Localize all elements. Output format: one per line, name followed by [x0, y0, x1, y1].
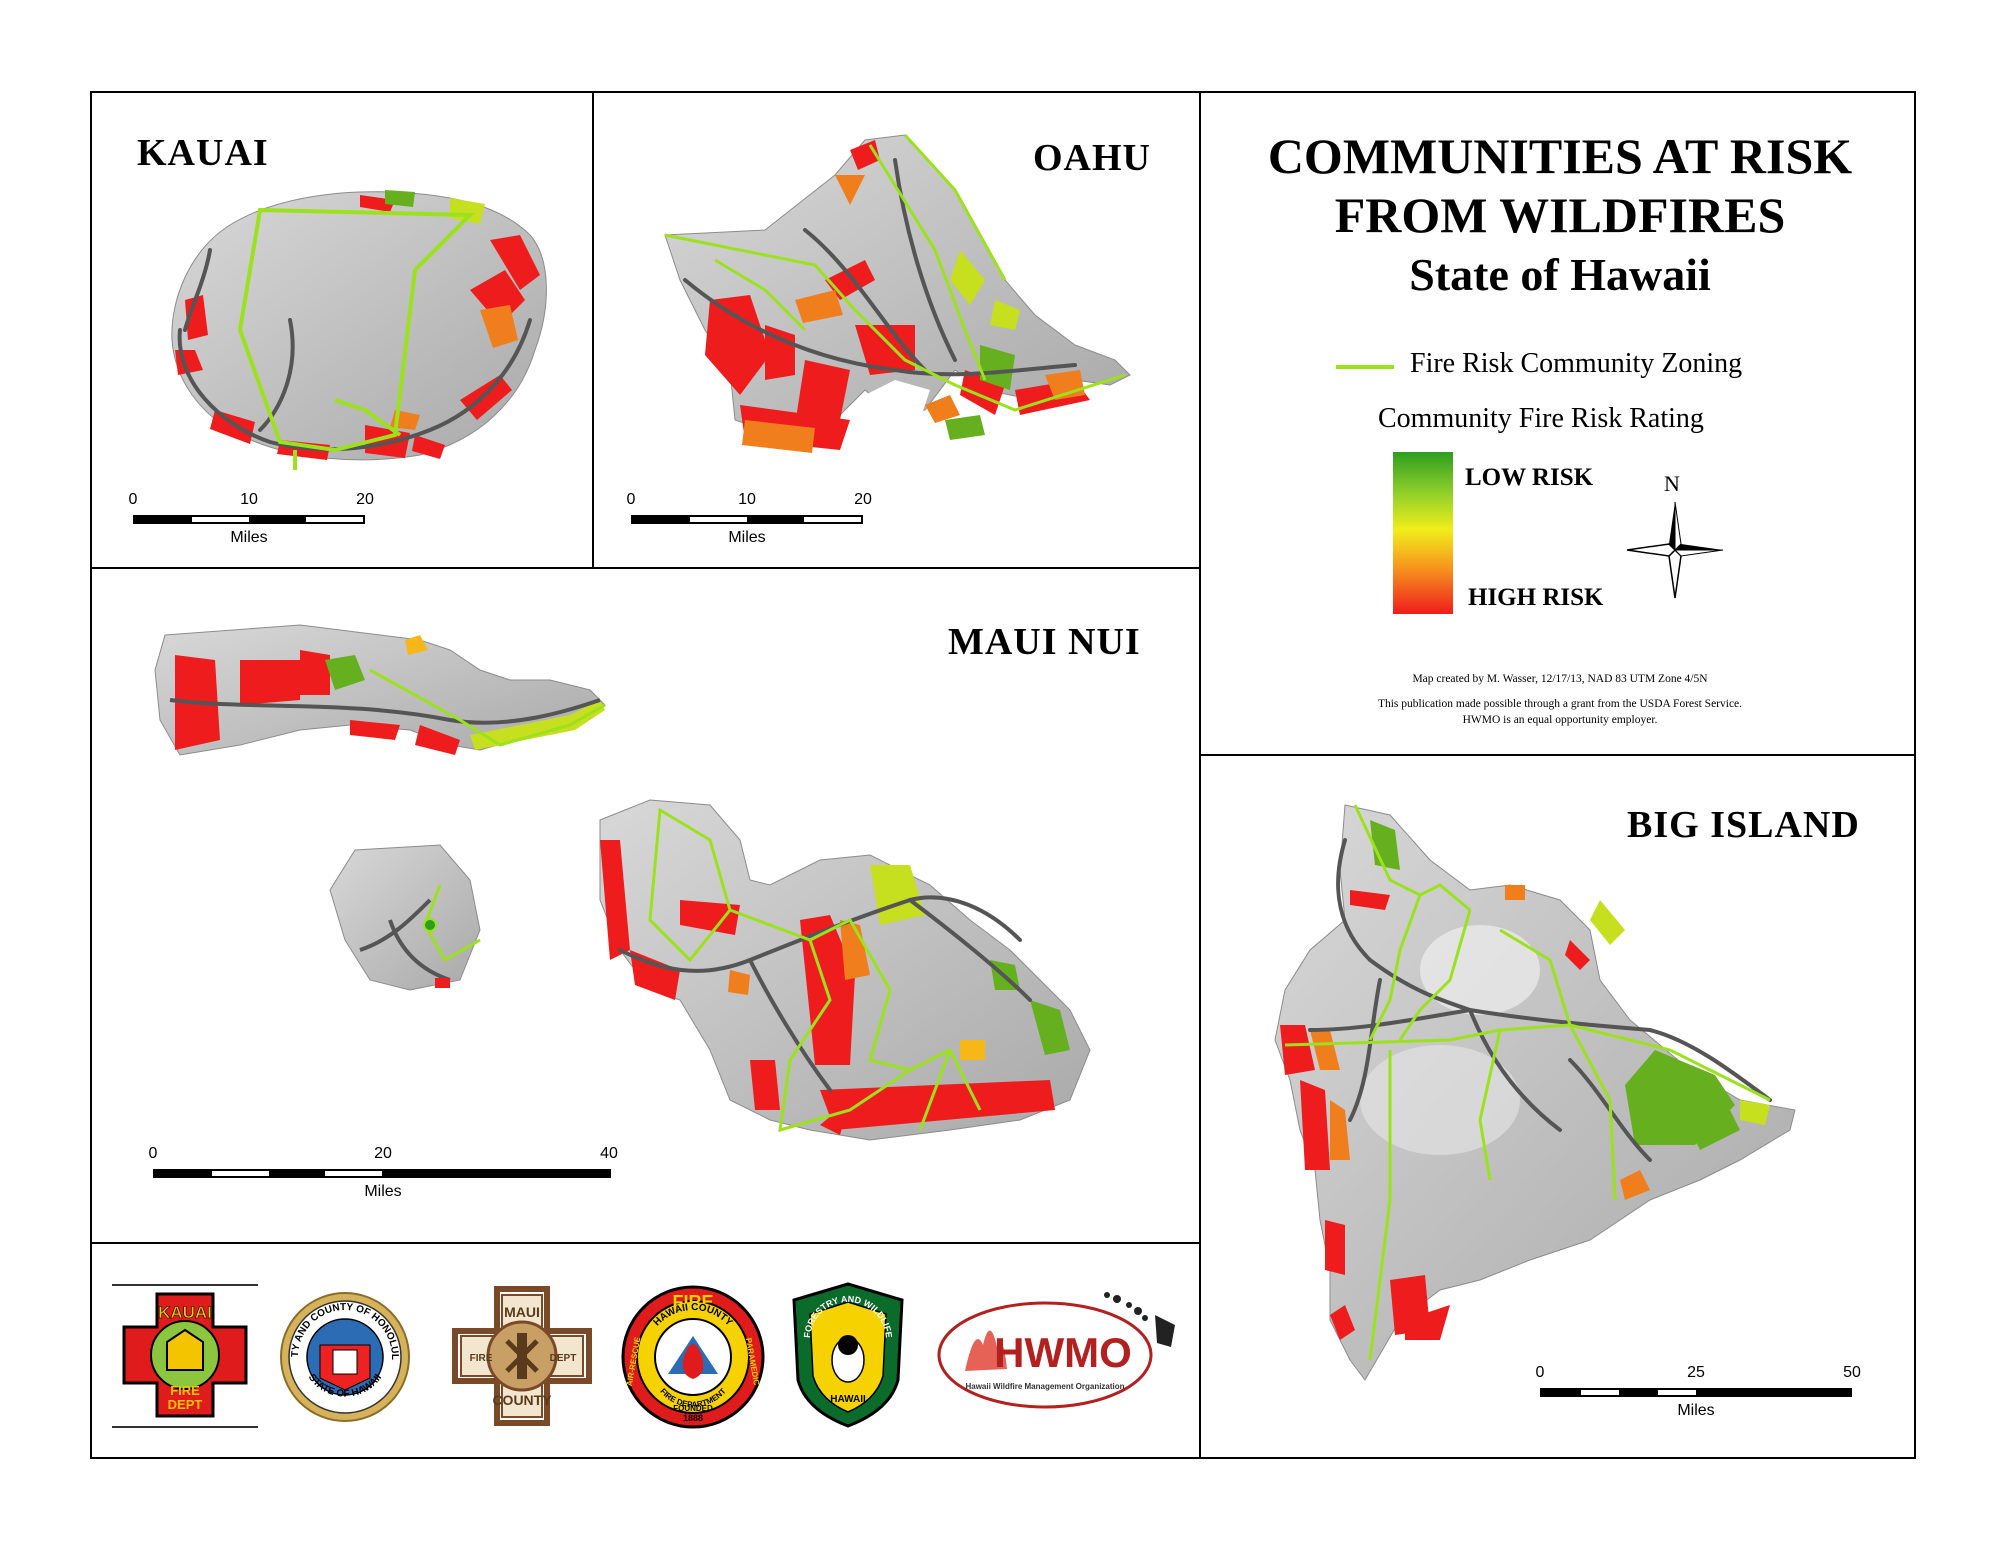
big-island-map — [1274, 804, 1796, 1381]
kauai-scale-tick-10: 10 — [240, 491, 258, 508]
maui-nui-scale-tick-0: 0 — [148, 1145, 158, 1162]
map-title-line3: State of Hawaii — [1409, 249, 1711, 300]
zoning-legend-label: Fire Risk Community Zoning — [1410, 348, 1743, 379]
map-title-line2: FROM WILDFIRES — [1334, 187, 1786, 243]
oahu-scale-tick-0: 0 — [626, 491, 636, 508]
low-risk-label: LOW RISK — [1465, 464, 1594, 491]
risk-gradient-bar — [1393, 452, 1453, 614]
high-risk-label: HIGH RISK — [1468, 584, 1604, 611]
oahu-label: OAHU — [1033, 137, 1151, 179]
maui-nui-scale-tick-20: 20 — [374, 1145, 392, 1162]
divider-middle-logos — [91, 1242, 1200, 1244]
kauai-label: KAUAI — [137, 132, 269, 174]
big-island-label: BIG ISLAND — [1627, 804, 1860, 846]
map-title-line1: COMMUNITIES AT RISK — [1267, 128, 1853, 184]
credits-line2: This publication made possible through a… — [1377, 698, 1743, 710]
maui-logo-right: DEPT — [550, 1353, 577, 1364]
zoning-legend-line — [1336, 365, 1394, 369]
maui-nui-scale-bar: 0 20 40 Miles — [149, 1145, 623, 1205]
maui-logo-left: FIRE — [470, 1353, 493, 1364]
big-island-scale-tick-0: 0 — [1535, 1364, 1545, 1381]
maui-nui-label: MAUI NUI — [948, 621, 1141, 663]
oahu-scale-unit: Miles — [728, 529, 766, 546]
credits-line1: Map created by M. Wasser, 12/17/13, NAD … — [1412, 673, 1708, 685]
maui-logo-top: MAUI — [504, 1304, 540, 1320]
maui-fire-dept-logo: MAUI COUNTY FIRE DEPT — [452, 1286, 592, 1426]
kauai-fire-dept-logo: KAUAI FIRE DEPT — [112, 1284, 258, 1428]
big-island-scale-tick-25: 25 — [1687, 1364, 1705, 1381]
kauai-scale-bar: 0 10 20 Miles — [129, 491, 374, 551]
divider-top-middle — [91, 567, 1200, 569]
hwmo-name: Hawaii Wildfire Management Organization — [965, 1382, 1124, 1391]
maui-nui-scale-tick-40: 40 — [600, 1145, 618, 1162]
oahu-scale-tick-20: 20 — [854, 491, 872, 508]
hwmo-acronym: HWMO — [994, 1329, 1132, 1376]
hawaii-county-fire-logo: FIRE HAWAII COUNTY FIRE DEPARTMENT AIR-R… — [621, 1285, 765, 1429]
big-island-scale-bar: 0 25 50 Miles — [1536, 1364, 1870, 1424]
lanai-landmass — [329, 844, 481, 991]
maui-nui-map — [154, 624, 1091, 1141]
oahu-scale-tick-10: 10 — [738, 491, 756, 508]
kauai-logo-bottom2: DEPT — [168, 1397, 203, 1412]
kauai-logo-bottom1: FIRE — [170, 1383, 200, 1398]
north-label: N — [1664, 471, 1680, 496]
rating-legend-label: Community Fire Risk Rating — [1378, 403, 1704, 434]
oahu-map — [664, 133, 1131, 453]
forestry-logo-bottom: HAWAII — [830, 1394, 866, 1405]
credits-line3: HWMO is an equal opportunity employer. — [1462, 714, 1658, 726]
hawaii-county-logo-top: FIRE — [672, 1292, 713, 1312]
divider-left-right — [1199, 92, 1201, 1458]
kauai-logo-top: KAUAI — [158, 1303, 212, 1322]
map-frame — [90, 91, 1916, 1459]
divider-kauai-oahu — [592, 92, 594, 568]
hawaii-county-logo-bottom3: 1888 — [683, 1413, 703, 1423]
north-arrow-icon — [1626, 501, 1724, 599]
divider-legend-bigisland — [1200, 754, 1915, 756]
oahu-scale-bar: 0 10 20 Miles — [627, 491, 872, 551]
forestry-wildlife-logo: FORESTRY AND WILDLIFE HAWAII — [792, 1282, 904, 1428]
kauai-scale-tick-0: 0 — [128, 491, 138, 508]
maui-logo-bottom: COUNTY — [492, 1392, 552, 1408]
honolulu-seal-logo: CITY AND COUNTY OF HONOLULU STATE OF HAW… — [278, 1290, 410, 1422]
big-island-scale-unit: Miles — [1677, 1402, 1715, 1419]
maui-nui-scale-unit: Miles — [364, 1183, 402, 1200]
kauai-map — [171, 190, 547, 470]
hwmo-logo: HWMO Hawaii Wildfire Management Organiza… — [937, 1292, 1175, 1409]
hawaii-county-logo-bottom2: FOUNDED — [673, 1404, 713, 1413]
big-island-scale-tick-50: 50 — [1843, 1364, 1861, 1381]
kauai-scale-unit: Miles — [230, 529, 268, 546]
kauai-scale-tick-20: 20 — [356, 491, 374, 508]
